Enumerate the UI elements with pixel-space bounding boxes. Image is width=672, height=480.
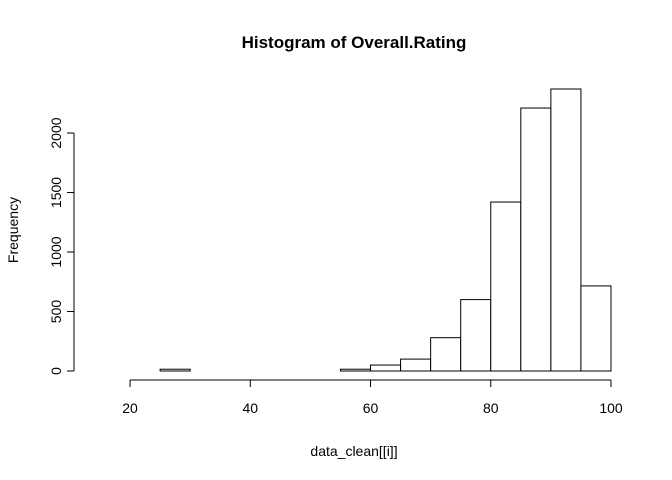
bars-group	[159, 88, 612, 372]
histogram-bar	[339, 368, 372, 372]
histogram-bar	[430, 337, 462, 372]
y-axis: 0 500 1000 1500 2000	[48, 117, 75, 375]
x-tick-label: 60	[363, 400, 379, 416]
x-tick-label: 40	[243, 400, 259, 416]
histogram-bar	[460, 299, 492, 372]
y-tick-label: 2000	[48, 117, 64, 148]
y-tick-label: 1500	[48, 177, 64, 208]
y-axis-label: Frequency	[5, 197, 21, 263]
chart-title: Histogram of Overall.Rating	[242, 33, 467, 52]
histogram-bar	[400, 358, 432, 372]
histogram-bar	[370, 364, 402, 372]
y-tick-label: 0	[48, 367, 64, 375]
histogram-bar	[550, 88, 582, 372]
x-tick-label: 20	[122, 400, 138, 416]
histogram-bar	[490, 201, 522, 372]
x-tick-label: 100	[599, 400, 623, 416]
x-axis: 20 40 60 80 100	[122, 379, 623, 416]
y-tick-label: 500	[48, 300, 64, 324]
histogram-bar	[159, 368, 191, 372]
x-tick-label: 80	[483, 400, 499, 416]
x-axis-label: data_clean[[i]]	[310, 443, 397, 459]
histogram-bar	[580, 285, 612, 372]
y-tick-label: 1000	[48, 236, 64, 267]
histogram-bar	[520, 107, 552, 372]
